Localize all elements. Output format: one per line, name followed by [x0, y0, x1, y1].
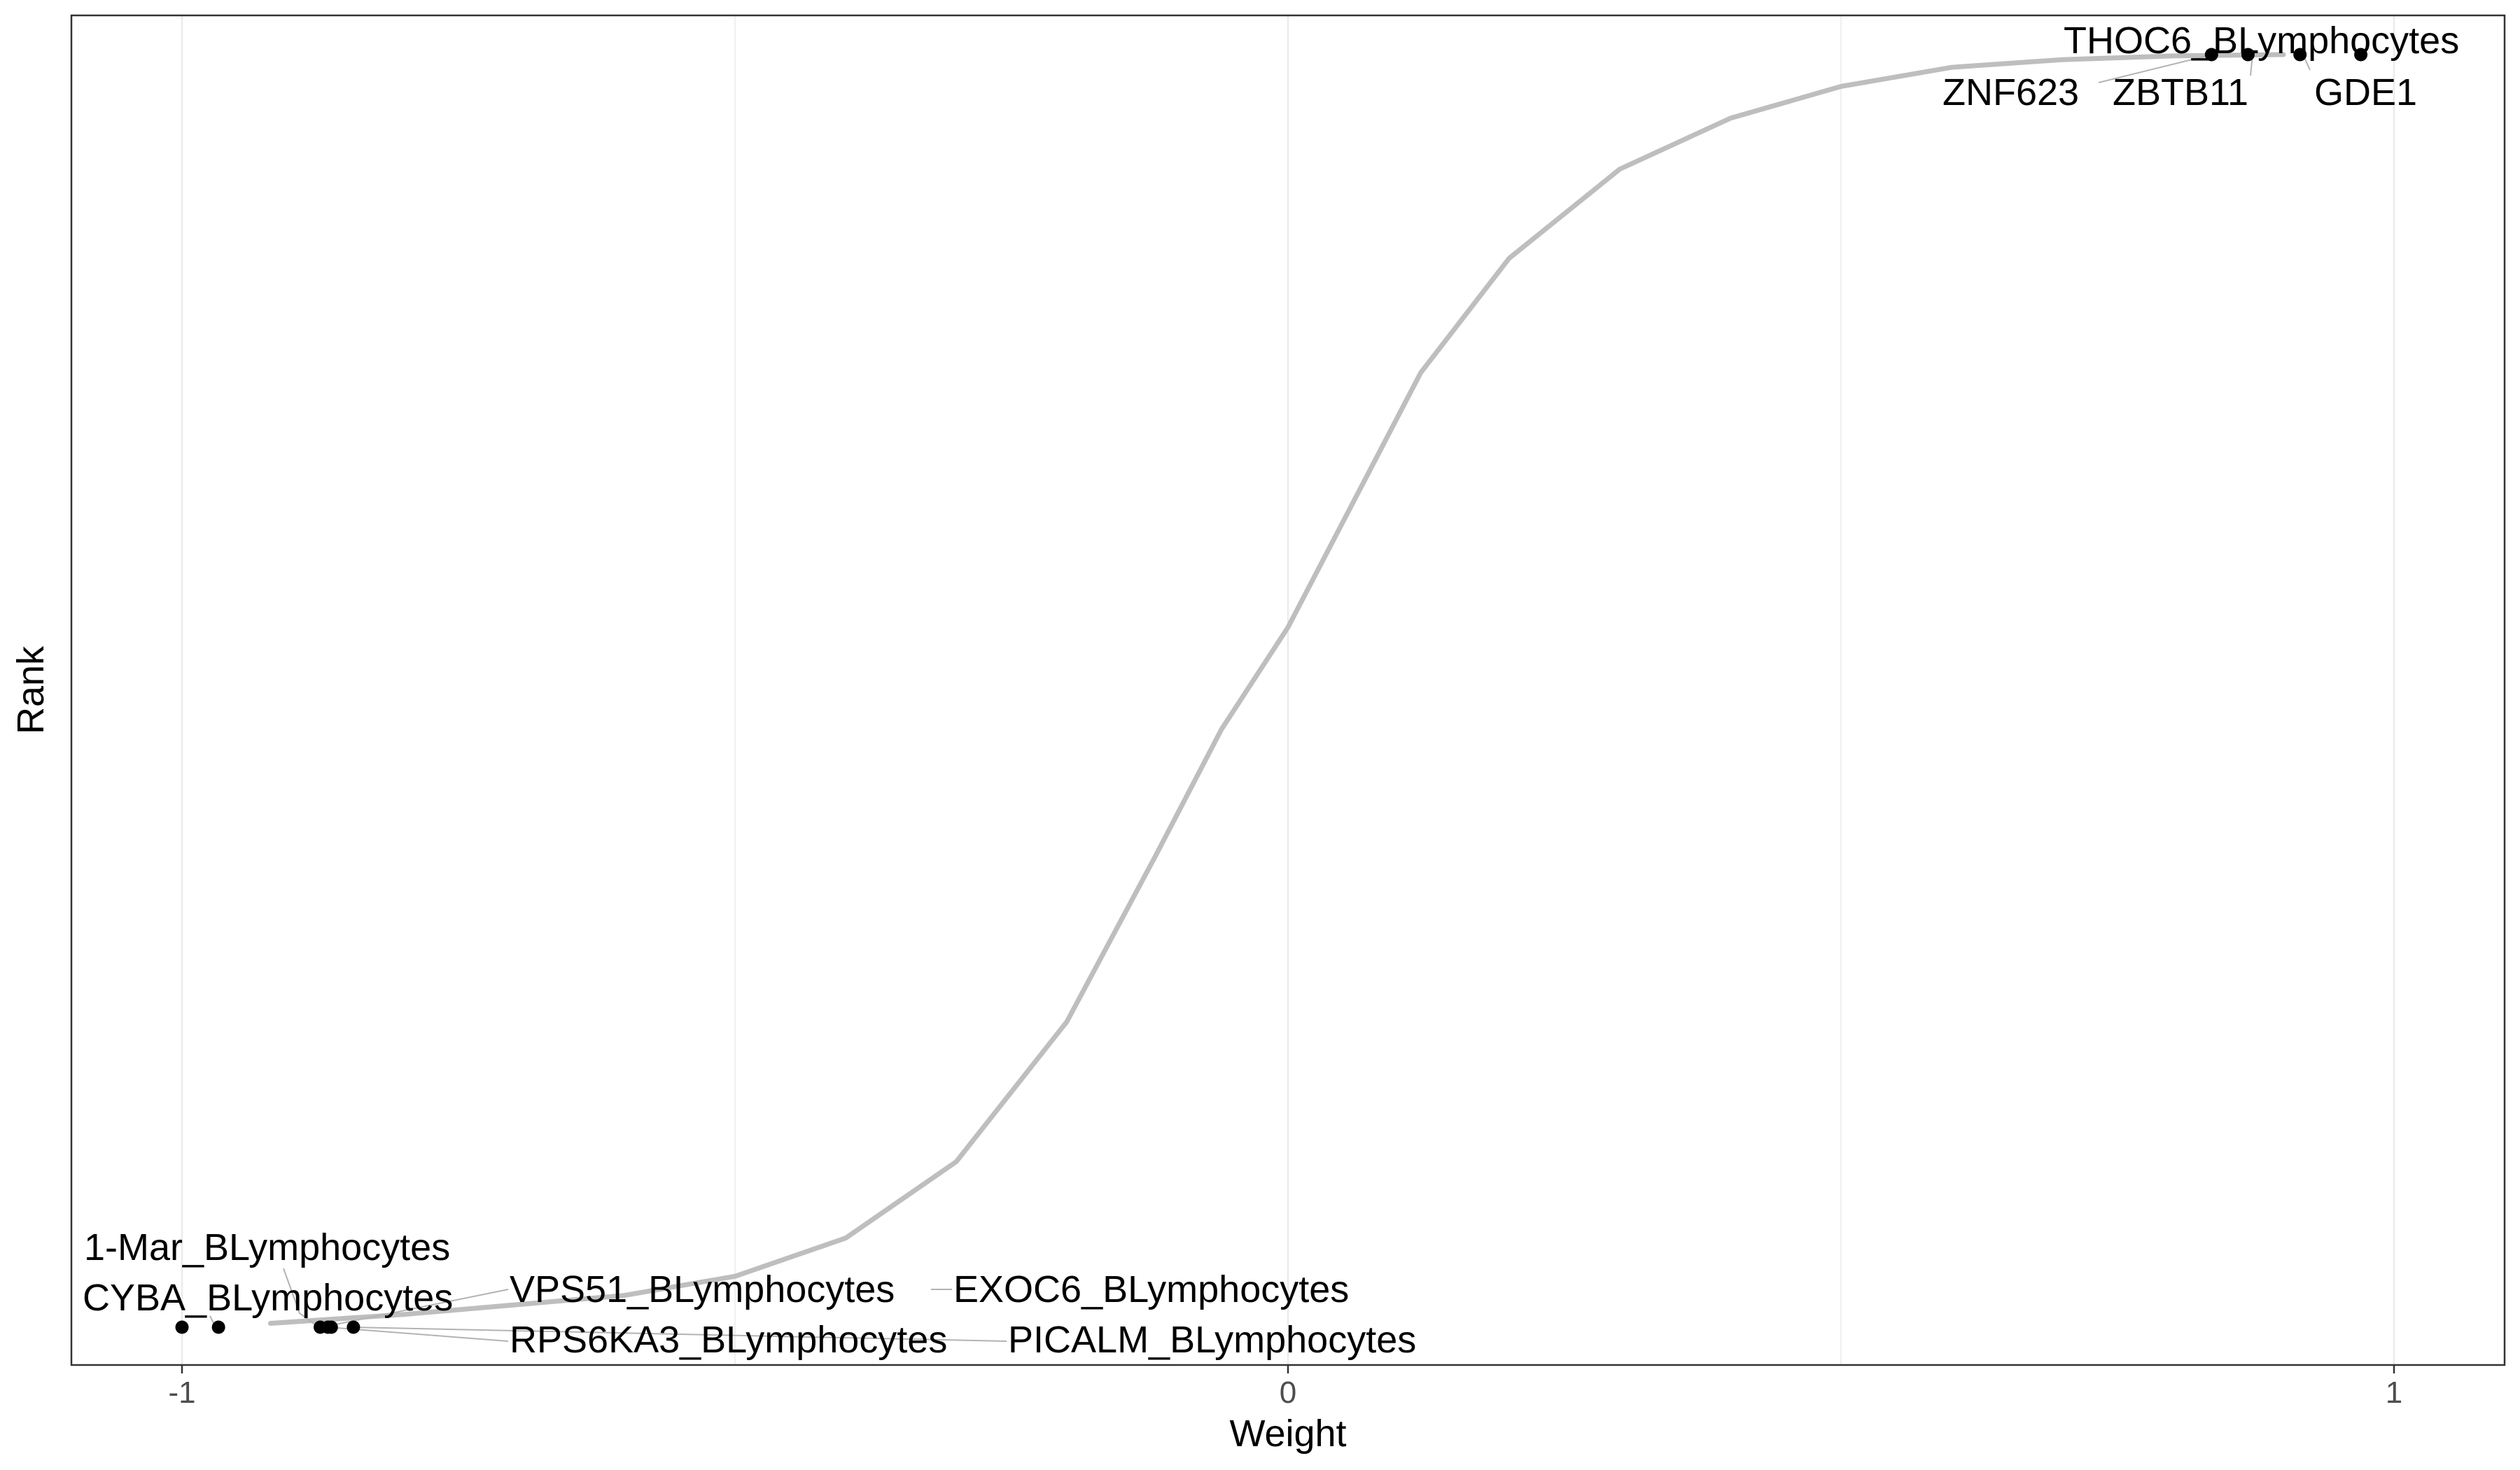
label-leader-line	[283, 1268, 319, 1328]
gridlines	[181, 15, 2395, 1365]
point-label: THOC6_BLymphocytes	[2064, 20, 2459, 62]
point-label: PICALM_BLymphocytes	[1008, 1319, 1416, 1361]
point-label: 1-Mar_BLymphocytes	[84, 1226, 450, 1268]
label-leader-line	[351, 1326, 1007, 1342]
highlighted-point	[324, 1320, 338, 1334]
point-label: RPS6KA3_BLymphocytes	[510, 1319, 947, 1361]
highlighted-point	[2293, 48, 2307, 62]
highlighted-point	[211, 1320, 225, 1334]
x-axis-ticks: -1 0 1	[168, 1365, 2402, 1410]
rank-curve	[267, 52, 2286, 1326]
highlighted-point	[175, 1320, 189, 1334]
highlighted-point	[2241, 48, 2255, 62]
point-labels: 1-Mar_BLymphocytes CYBA_BLymphocytes VPS51…	[83, 20, 2459, 1361]
highlighted-points	[175, 48, 2368, 1334]
highlighted-point	[2354, 48, 2368, 62]
highlighted-point	[2204, 48, 2218, 62]
highlighted-point	[346, 1320, 360, 1334]
background-curve	[267, 52, 2286, 1326]
x-axis-title: Weight	[1229, 1413, 1346, 1455]
point-label: ZBTB11	[2113, 71, 2248, 113]
point-label: CYBA_BLymphocytes	[83, 1277, 453, 1319]
x-tick-label: 1	[2386, 1376, 2402, 1410]
point-label: EXOC6_BLymphocytes	[953, 1268, 1349, 1310]
point-label: GDE1	[2314, 71, 2417, 113]
x-tick-label: -1	[168, 1376, 195, 1410]
point-label: VPS51_BLymphocytes	[510, 1268, 895, 1310]
label-leader-line	[2098, 54, 2213, 83]
y-axis-title: Rank	[10, 645, 52, 734]
x-tick-label: 0	[1280, 1376, 1296, 1410]
point-label: ZNF623	[1942, 71, 2079, 113]
